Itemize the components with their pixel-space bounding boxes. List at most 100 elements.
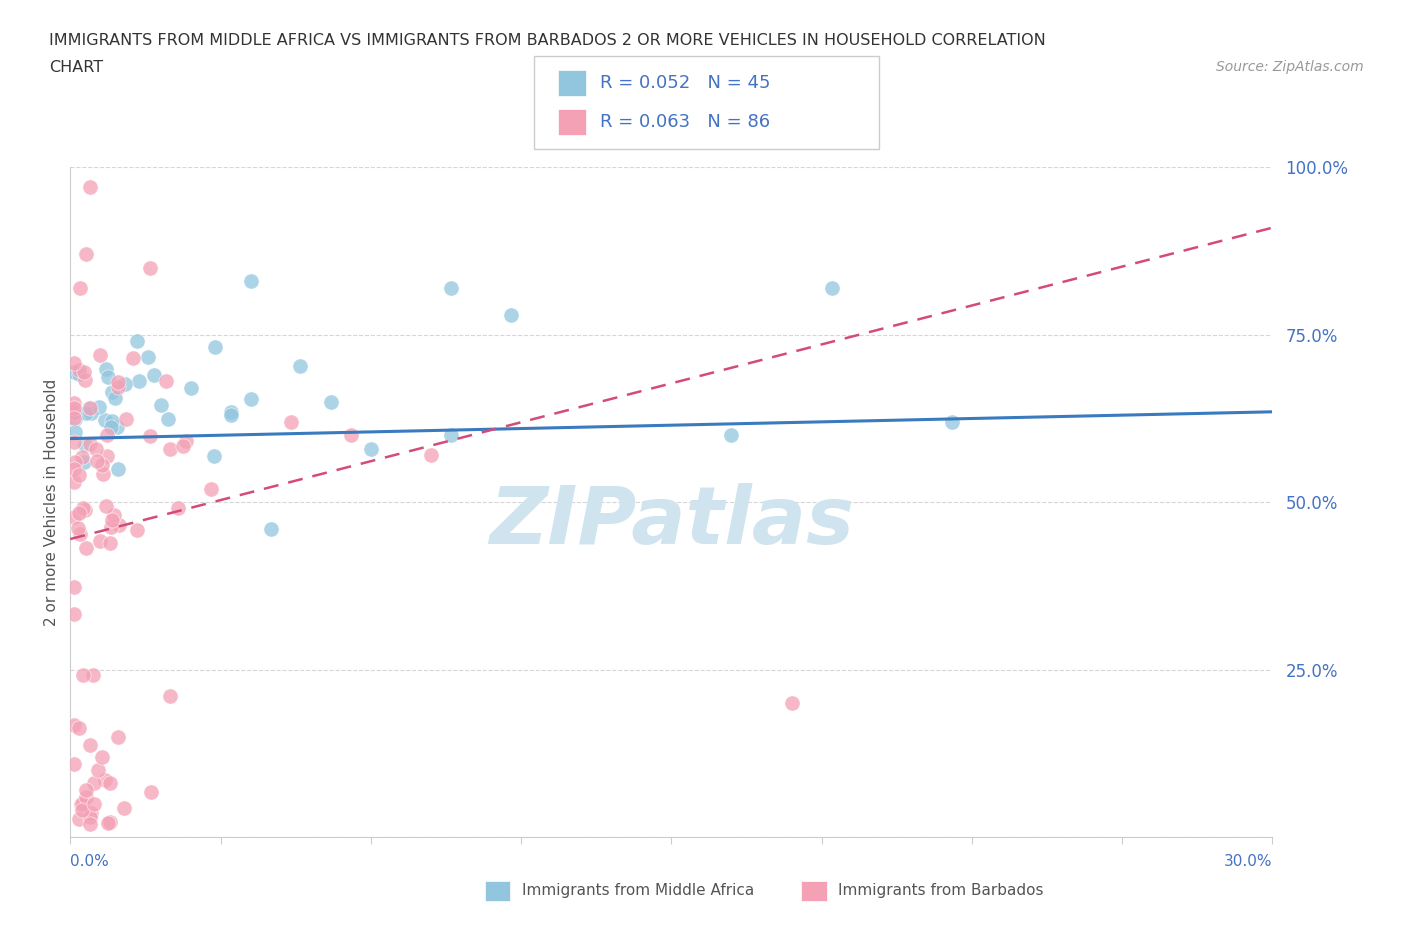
Point: [63, 411, 86, 426]
Text: IMMIGRANTS FROM MIDDLE AFRICA VS IMMIGRANTS FROM BARBADOS 2 OR MORE VEHICLES IN : IMMIGRANTS FROM MIDDLE AFRICA VS IMMIGRA…: [49, 33, 1046, 47]
Point: [70, 450, 93, 465]
Point: [63, 355, 86, 370]
Point: [63, 411, 86, 426]
Point: [420, 448, 443, 463]
Point: [80, 805, 103, 820]
Point: [780, 696, 803, 711]
Point: [98, 776, 122, 790]
Point: [67, 521, 90, 536]
Point: [100, 420, 122, 435]
Point: [100, 519, 122, 534]
Point: [83, 796, 105, 811]
Point: [89, 348, 111, 363]
Point: [360, 441, 382, 456]
Point: [67, 366, 90, 381]
Point: [157, 412, 180, 427]
Point: [941, 415, 963, 430]
Point: [67, 811, 90, 826]
Point: [69, 797, 91, 812]
Point: [89, 534, 111, 549]
Point: [219, 405, 242, 419]
Text: 30.0%: 30.0%: [1225, 854, 1272, 869]
Point: [75, 783, 97, 798]
Point: [204, 339, 226, 354]
Point: [63, 405, 86, 420]
Point: [63, 461, 86, 476]
Point: [91, 467, 114, 482]
Point: [69, 527, 91, 542]
Point: [101, 385, 124, 400]
Point: [155, 373, 177, 388]
Point: [79, 738, 101, 753]
Point: [63, 718, 86, 733]
Text: R = 0.052   N = 45: R = 0.052 N = 45: [600, 73, 770, 92]
Point: [67, 506, 90, 521]
Point: [73, 454, 96, 469]
Point: [63, 401, 86, 416]
Point: [101, 414, 124, 429]
Point: [69, 281, 91, 296]
Point: [63, 405, 86, 419]
Point: [87, 763, 110, 777]
Point: [107, 461, 129, 476]
Point: [67, 721, 90, 736]
Point: [63, 510, 86, 525]
Text: ZIPatlas: ZIPatlas: [489, 484, 853, 562]
Point: [75, 373, 97, 388]
Point: [75, 540, 97, 555]
Point: [63, 756, 86, 771]
Point: [440, 428, 463, 443]
Point: [75, 405, 97, 420]
Point: [73, 437, 96, 452]
Point: [72, 501, 94, 516]
Point: [103, 508, 125, 523]
Point: [125, 333, 148, 348]
Point: [63, 475, 86, 490]
Point: [280, 415, 302, 430]
Point: [319, 394, 342, 409]
Point: [139, 260, 162, 275]
Point: [67, 468, 90, 483]
Point: [63, 579, 86, 594]
Point: [79, 401, 101, 416]
Point: [94, 412, 117, 427]
Point: [80, 406, 103, 421]
Point: [114, 377, 136, 392]
Point: [91, 750, 114, 764]
Y-axis label: 2 or more Vehicles in Household: 2 or more Vehicles in Household: [44, 379, 59, 626]
Point: [139, 785, 162, 800]
Point: [63, 424, 86, 439]
Point: [112, 800, 135, 815]
Point: [104, 391, 127, 405]
Point: [821, 281, 844, 296]
Point: [75, 247, 97, 262]
Point: [142, 368, 165, 383]
Point: [128, 373, 150, 388]
Text: 0.0%: 0.0%: [70, 854, 110, 869]
Point: [73, 503, 96, 518]
Point: [67, 363, 90, 378]
Point: [63, 606, 86, 621]
Point: [200, 482, 222, 497]
Point: [63, 435, 86, 450]
Point: [63, 365, 86, 379]
Point: [86, 454, 108, 469]
Point: [720, 428, 742, 443]
Point: [72, 796, 94, 811]
Point: [98, 536, 121, 551]
Point: [239, 273, 262, 288]
Point: [63, 395, 86, 410]
Point: [97, 370, 120, 385]
Point: [101, 512, 124, 527]
Text: Source: ZipAtlas.com: Source: ZipAtlas.com: [1216, 60, 1364, 74]
Point: [75, 790, 97, 804]
Point: [97, 816, 120, 830]
Text: Immigrants from Middle Africa: Immigrants from Middle Africa: [522, 884, 754, 898]
Point: [63, 455, 86, 470]
Point: [260, 522, 283, 537]
Point: [79, 817, 101, 831]
Point: [288, 358, 311, 373]
Point: [239, 392, 262, 406]
Point: [340, 428, 363, 443]
Point: [79, 809, 101, 824]
